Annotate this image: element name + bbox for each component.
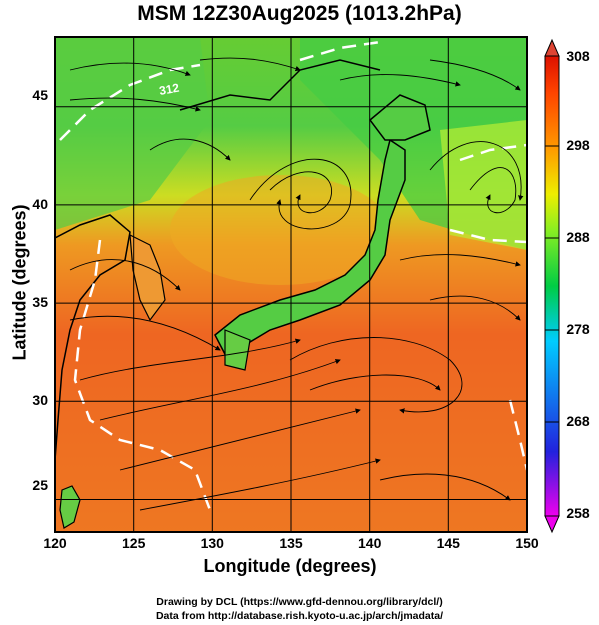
colorbar	[544, 38, 560, 534]
credit-data: Data from http://database.rish.kyoto-u.a…	[155, 610, 444, 622]
colorbar-max-arrow	[544, 38, 560, 57]
plot-frame	[54, 36, 528, 533]
x-tick-label: 130	[200, 535, 224, 551]
x-axis-label: Longitude (degrees)	[203, 556, 377, 576]
contour-label: 312	[158, 81, 180, 98]
y-tick-label: 45	[32, 87, 48, 103]
colorbar-tick-label: 278	[566, 321, 590, 337]
y-tick-label: 30	[32, 392, 48, 409]
colorbar-tick-label: 288	[566, 229, 590, 245]
colorbar-tick-label: 308	[566, 48, 590, 64]
colorbar-tick-label: 258	[566, 505, 590, 521]
x-tick-label: 145	[436, 535, 460, 551]
x-tick-label: 135	[279, 535, 303, 551]
colorbar-tick-label: 298	[566, 137, 590, 153]
y-tick-label: 40	[32, 195, 48, 212]
credit-drawing: Drawing by DCL (https://www.gfd-dennou.o…	[156, 596, 443, 608]
x-tick-label: 120	[43, 535, 67, 551]
x-tick-label: 125	[122, 535, 146, 551]
x-tick-label: 150	[515, 535, 539, 551]
colorbar-min-arrow	[544, 515, 560, 534]
colorbar-tick-label: 268	[566, 413, 590, 429]
y-tick-label: 35	[32, 294, 48, 311]
y-axis-label: Latitude (degrees)	[9, 204, 30, 361]
map-title: MSM 12Z30Aug2025 (1013.2hPa)	[137, 2, 462, 25]
x-tick-label: 140	[358, 535, 382, 551]
y-tick-label: 25	[32, 477, 48, 493]
lat-lon-grid	[55, 37, 527, 532]
